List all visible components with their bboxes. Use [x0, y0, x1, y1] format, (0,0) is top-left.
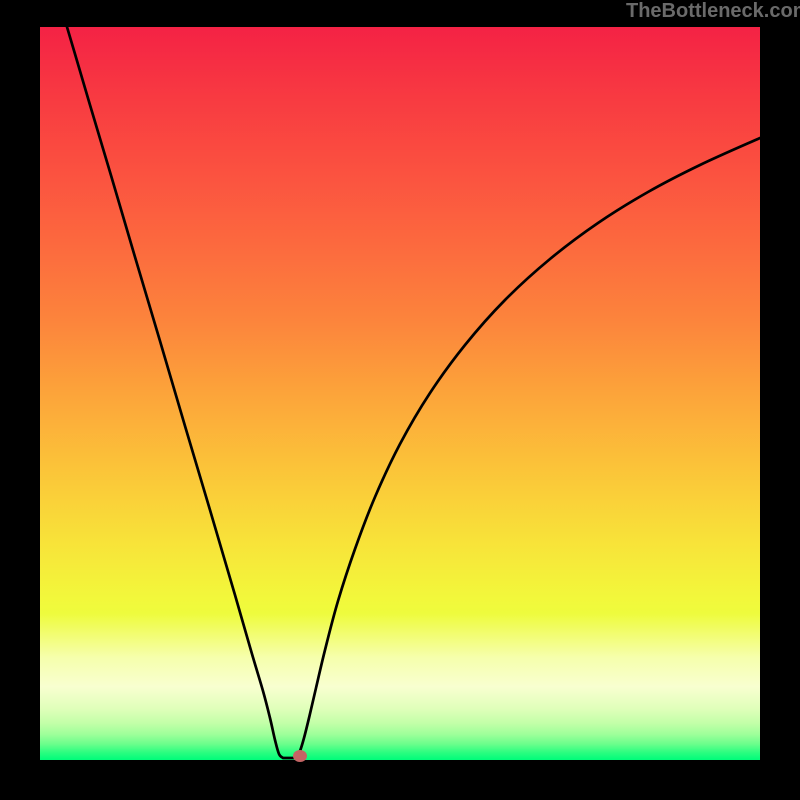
watermark-label: TheBottleneck.com — [626, 0, 800, 23]
chart-container: TheBottleneck.com — [0, 0, 800, 800]
bottleneck-chart — [0, 0, 800, 800]
optimum-marker — [293, 750, 307, 762]
plot-background — [40, 27, 760, 760]
